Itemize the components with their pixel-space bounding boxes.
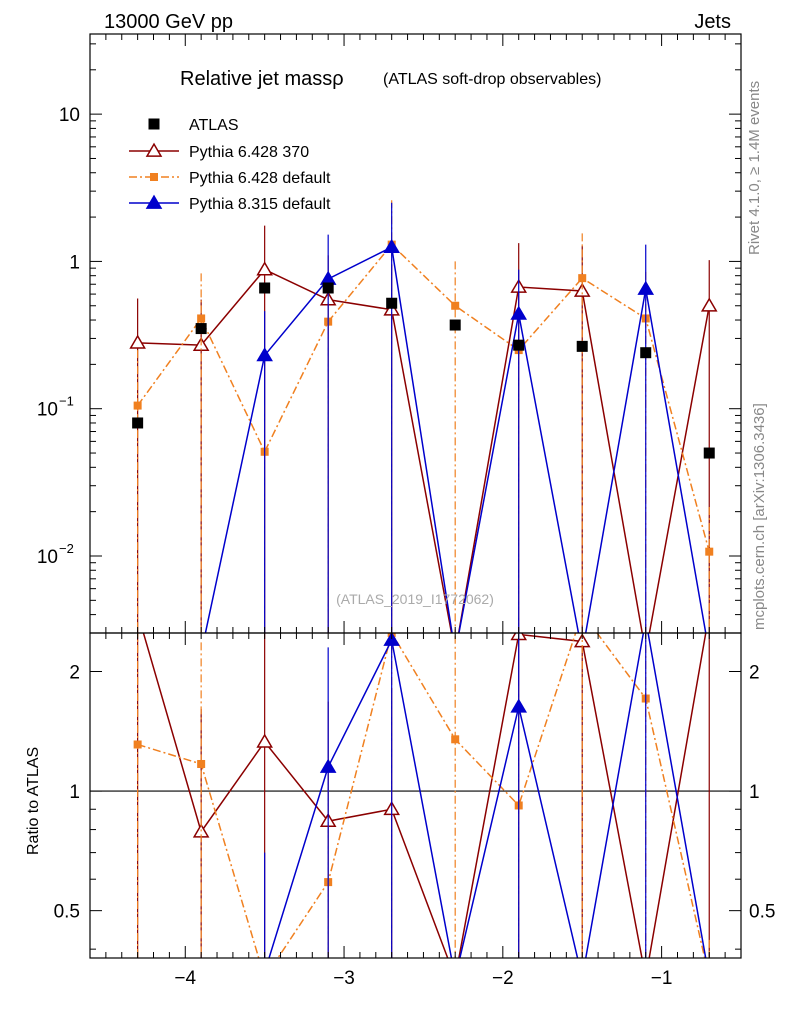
y-tick-label-right: 0.5 xyxy=(749,902,775,923)
x-tick-label: −4 xyxy=(174,968,196,989)
ratio-axis-label: Ratio to ATLAS xyxy=(25,747,42,855)
data-point xyxy=(386,297,398,309)
series-pythia-8-315-default xyxy=(264,633,707,958)
legend-label: ATLAS xyxy=(189,117,239,134)
data-point xyxy=(451,301,460,310)
data-point xyxy=(576,340,588,352)
data-point xyxy=(197,759,206,768)
data-point xyxy=(256,261,273,276)
series-pythia-6-428-default xyxy=(133,200,714,633)
data-point xyxy=(256,733,273,748)
header-category: Jets xyxy=(694,11,731,33)
y-tick-exponent: −1 xyxy=(59,394,74,409)
data-point xyxy=(383,633,400,646)
series-line xyxy=(142,633,707,958)
y-tick-label: 10 xyxy=(59,105,80,126)
y-tick-label: 1 xyxy=(69,252,80,273)
legend-label: Pythia 6.428 370 xyxy=(189,144,309,161)
data-point xyxy=(148,118,160,130)
ratio-panel: 2 2 1 1 0.5 0.5 xyxy=(54,662,776,922)
data-point xyxy=(700,297,718,312)
main-frame xyxy=(89,33,742,634)
y-tick-label: 10 xyxy=(37,547,58,568)
data-point xyxy=(510,698,528,713)
y-tick-label: 2 xyxy=(69,662,80,683)
data-point xyxy=(510,305,528,320)
main-series-layer xyxy=(129,200,718,633)
y-tick-exponent: −2 xyxy=(59,541,74,556)
x-tick-label: −1 xyxy=(651,968,673,989)
series-line xyxy=(268,633,707,958)
data-point xyxy=(145,194,163,209)
data-point xyxy=(133,740,142,749)
data-point xyxy=(133,401,142,410)
series-line xyxy=(137,633,706,958)
data-point xyxy=(449,319,461,331)
series-line xyxy=(137,243,710,552)
data-point xyxy=(383,238,400,254)
series-pythia-8-315-default xyxy=(204,202,707,633)
series-line xyxy=(204,246,707,633)
data-point xyxy=(129,334,146,349)
data-point xyxy=(513,339,525,351)
data-point xyxy=(703,447,715,459)
y-tick-label: 0.5 xyxy=(54,902,80,923)
data-point xyxy=(637,280,655,295)
data-point xyxy=(705,547,714,556)
legend-item: Pythia 8.315 default xyxy=(129,194,331,213)
data-point xyxy=(322,282,334,294)
chart-subtitle: (ATLAS soft-drop observables) xyxy=(383,71,601,88)
rivet-version-label: Rivet 4.1.0, ≥ 1.4M events xyxy=(746,81,763,255)
y-tick-label: 1 xyxy=(69,782,80,803)
data-point xyxy=(573,282,591,297)
chart-title: Relative jet massρ xyxy=(180,68,344,90)
data-point xyxy=(640,347,652,359)
legend: ATLAS Pythia 6.428 370 Pythia 6.428 defaul… xyxy=(129,117,331,213)
data-point xyxy=(451,735,460,744)
legend-label: Pythia 6.428 default xyxy=(189,170,331,187)
data-point xyxy=(197,314,206,323)
analysis-label: (ATLAS_2019_I1772062) xyxy=(336,591,494,607)
mcplots-label: mcplots.cern.ch [arXiv:1306.3436] xyxy=(751,403,768,630)
data-point xyxy=(259,282,271,294)
legend-item: ATLAS xyxy=(148,117,239,134)
data-point xyxy=(578,274,587,283)
x-tick-label: −3 xyxy=(333,968,355,989)
y-tick-label-right: 1 xyxy=(749,782,760,803)
data-point xyxy=(319,758,337,773)
data-point xyxy=(195,323,207,335)
series-pythia-6-428-370 xyxy=(129,225,718,633)
ratio-frame xyxy=(89,632,742,959)
data-point xyxy=(319,270,337,285)
data-point xyxy=(150,173,158,181)
ratio-series-layer xyxy=(133,633,710,958)
data-point xyxy=(145,142,163,157)
legend-label: Pythia 8.315 default xyxy=(189,196,331,213)
axes-frames: −4 −3 −2 −1 xyxy=(89,33,742,989)
legend-item: Pythia 6.428 default xyxy=(129,170,331,187)
legend-item: Pythia 6.428 370 xyxy=(129,142,309,161)
series-atlas xyxy=(132,282,715,459)
header-process: 13000 GeV pp xyxy=(104,11,233,33)
x-tick-label: −2 xyxy=(492,968,514,989)
y-tick-label: 10 xyxy=(37,400,58,421)
data-point xyxy=(132,417,144,429)
y-tick-label-right: 2 xyxy=(749,662,760,683)
data-point xyxy=(256,347,273,362)
